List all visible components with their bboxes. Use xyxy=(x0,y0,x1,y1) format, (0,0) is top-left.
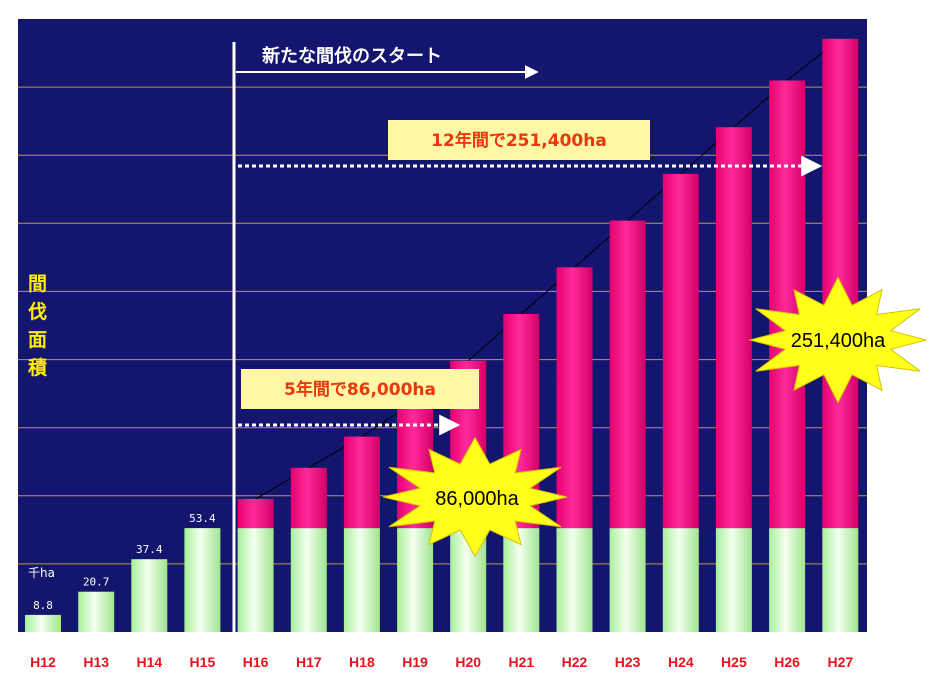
x-tick-label-H15: H15 xyxy=(190,654,216,670)
bar-base-H16 xyxy=(237,528,274,632)
x-axis-labels: H12 H13 H14 H15 H16 H17 H18 H19 H20 H21 H22 H23 H24 H… xyxy=(30,654,853,670)
x-tick-label-H24: H24 xyxy=(668,654,694,670)
bar-added-H16 xyxy=(237,498,274,529)
x-tick-label-H25: H25 xyxy=(721,654,747,670)
bar-base-H19 xyxy=(397,528,434,632)
bar-added-H18 xyxy=(343,436,380,529)
banner-5yr-text: 5年間で86,000ha xyxy=(284,379,436,400)
unit-label: 千ha xyxy=(28,566,55,580)
x-tick-label-H19: H19 xyxy=(402,654,428,670)
data-labels: 8.8 20.7 37.4 53.4 xyxy=(33,512,216,612)
bars xyxy=(25,38,859,632)
start-arrow-label: 新たな間伐のスタート xyxy=(262,45,442,67)
data-label-H13: 20.7 xyxy=(83,576,110,589)
data-label-H12: 8.8 xyxy=(33,599,53,612)
data-label-H14: 37.4 xyxy=(136,543,163,556)
y-axis-label: 間 伐 面 積 xyxy=(28,273,47,379)
banner-12yr-box xyxy=(388,120,650,160)
bar-base-H25 xyxy=(715,528,752,632)
bar-base-H24 xyxy=(662,528,699,632)
bar-added-H23 xyxy=(609,220,646,529)
bar-base-H22 xyxy=(556,528,593,632)
bar-added-H25 xyxy=(715,127,752,529)
x-tick-label-H12: H12 xyxy=(30,654,56,670)
bar-base-H18 xyxy=(343,528,380,632)
data-label-H15: 53.4 xyxy=(189,512,216,525)
burst-h20-text: 86,000ha xyxy=(435,488,519,510)
bar-base-H26 xyxy=(769,528,806,632)
bar-base-H13 xyxy=(78,591,115,632)
bar-base-H15 xyxy=(184,528,221,632)
y-axis-label-char-1: 間 xyxy=(28,273,47,295)
bar-added-H24 xyxy=(662,173,699,529)
x-tick-label-H23: H23 xyxy=(615,654,641,670)
y-axis-label-char-3: 面 xyxy=(28,329,47,351)
burst-h20-shape xyxy=(382,436,568,558)
bar-base-H17 xyxy=(290,528,327,632)
bar-added-H22 xyxy=(556,267,593,529)
x-tick-label-H18: H18 xyxy=(349,654,375,670)
y-axis-label-char-4: 積 xyxy=(28,356,47,379)
bar-base-H12 xyxy=(25,614,61,632)
x-tick-label-H26: H26 xyxy=(774,654,800,670)
x-tick-label-H20: H20 xyxy=(455,654,481,670)
x-tick-label-H17: H17 xyxy=(296,654,322,670)
x-tick-label-H13: H13 xyxy=(83,654,109,670)
bar-base-H21 xyxy=(503,528,540,632)
x-tick-label-H27: H27 xyxy=(827,654,853,670)
bar-base-H27 xyxy=(822,528,859,632)
x-tick-label-H21: H21 xyxy=(508,654,534,670)
y-axis-label-char-2: 伐 xyxy=(28,300,47,323)
burst-h27-text: 251,400ha xyxy=(791,330,886,352)
bar-added-H17 xyxy=(290,467,327,529)
burst-h27 xyxy=(748,276,928,404)
bar-base-H14 xyxy=(131,559,168,632)
bar-base-H23 xyxy=(609,528,646,632)
x-tick-label-H14: H14 xyxy=(136,654,162,670)
burst-h27-shape xyxy=(748,276,928,404)
banner-5yr-box xyxy=(241,369,479,409)
x-tick-label-H16: H16 xyxy=(243,654,269,670)
x-tick-label-H22: H22 xyxy=(562,654,588,670)
banner-12yr-text: 12年間で251,400ha xyxy=(431,130,607,151)
burst-h20 xyxy=(382,436,568,558)
